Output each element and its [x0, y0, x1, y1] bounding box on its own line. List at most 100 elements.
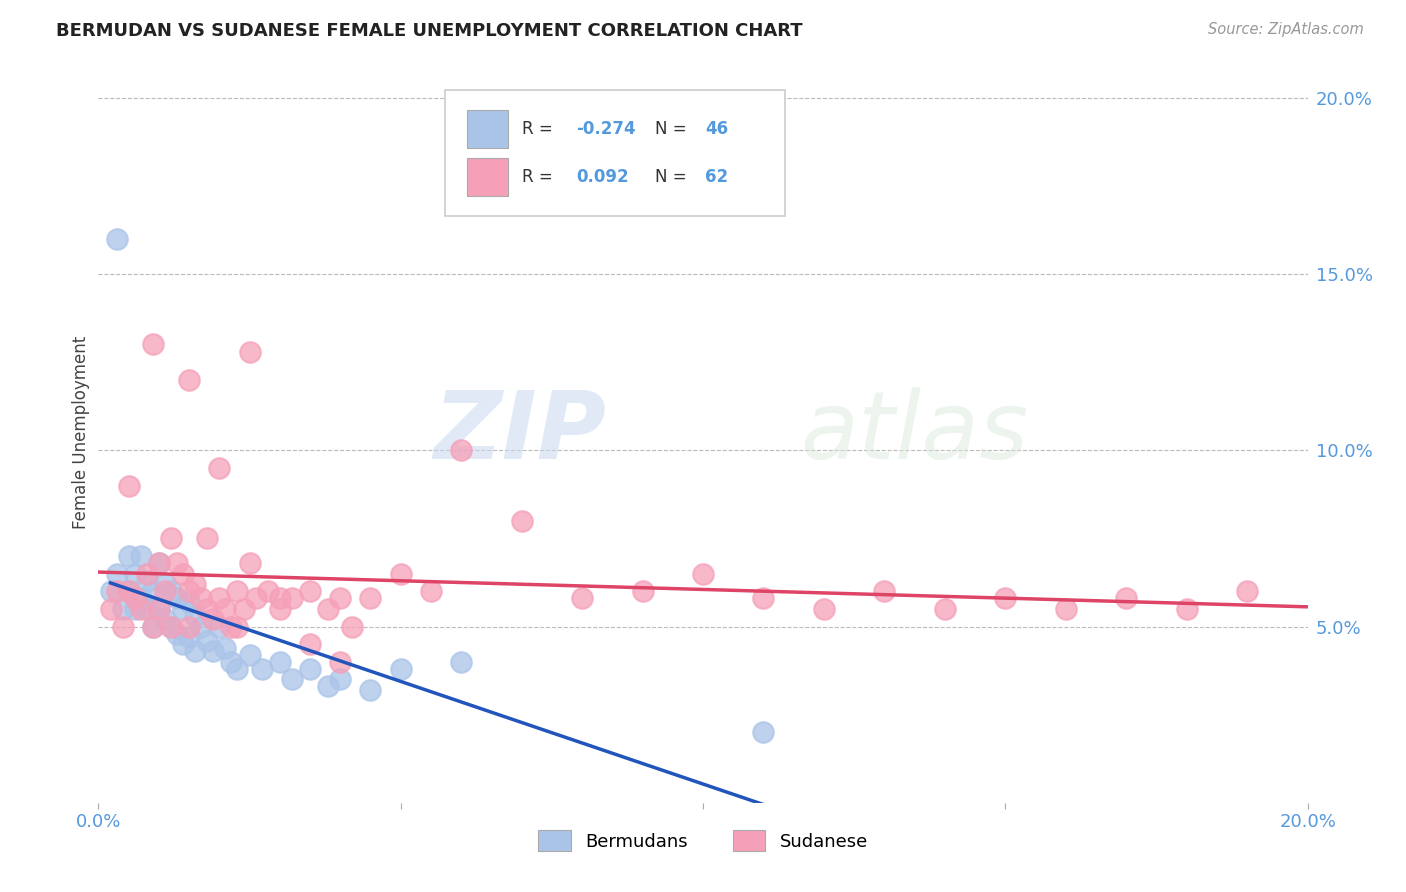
Text: 0.092: 0.092: [576, 169, 628, 186]
Point: [172, 566, 194, 581]
Point: [269, 655, 291, 669]
Point: [1175, 602, 1198, 616]
Point: [281, 591, 304, 606]
Point: [389, 662, 412, 676]
Point: [179, 630, 201, 644]
Point: [202, 612, 225, 626]
Point: [160, 619, 183, 633]
Point: [692, 566, 714, 581]
Point: [100, 602, 122, 616]
Point: [172, 637, 194, 651]
Point: [184, 609, 207, 624]
Point: [118, 549, 141, 563]
Point: [934, 602, 956, 616]
Point: [208, 461, 231, 475]
Point: [135, 566, 157, 581]
Point: [256, 584, 278, 599]
Point: [172, 602, 194, 616]
Point: [752, 725, 775, 739]
Point: [329, 655, 352, 669]
Point: [148, 602, 170, 616]
Text: -0.274: -0.274: [576, 120, 636, 138]
Point: [135, 602, 157, 616]
Point: [873, 584, 896, 599]
Point: [160, 532, 183, 546]
Point: [166, 556, 188, 570]
Text: 46: 46: [706, 120, 728, 138]
Point: [571, 591, 593, 606]
Point: [179, 373, 201, 387]
Point: [239, 648, 262, 662]
Point: [450, 655, 472, 669]
Point: [510, 514, 533, 528]
Point: [124, 566, 146, 581]
Point: [142, 619, 165, 633]
Text: N =: N =: [655, 169, 692, 186]
Text: R =: R =: [522, 169, 558, 186]
Text: Source: ZipAtlas.com: Source: ZipAtlas.com: [1208, 22, 1364, 37]
Text: 62: 62: [706, 169, 728, 186]
Point: [269, 602, 291, 616]
Point: [813, 602, 835, 616]
Point: [153, 612, 176, 626]
Point: [342, 619, 364, 633]
Point: [179, 584, 201, 599]
Point: [148, 602, 170, 616]
Point: [142, 337, 165, 351]
Point: [226, 584, 249, 599]
Point: [1115, 591, 1137, 606]
Point: [202, 644, 225, 658]
Point: [316, 680, 339, 694]
Point: [124, 591, 146, 606]
Point: [100, 584, 122, 599]
Point: [184, 577, 207, 591]
Point: [135, 574, 157, 588]
Point: [208, 591, 231, 606]
Point: [179, 619, 201, 633]
Point: [329, 591, 352, 606]
Point: [269, 591, 291, 606]
Point: [111, 619, 134, 633]
Point: [299, 584, 322, 599]
Point: [184, 644, 207, 658]
Point: [360, 683, 382, 698]
Point: [994, 591, 1017, 606]
Point: [316, 602, 339, 616]
Point: [450, 443, 472, 458]
Point: [420, 584, 443, 599]
Point: [245, 591, 267, 606]
Point: [250, 662, 273, 676]
Point: [142, 619, 165, 633]
Point: [129, 549, 152, 563]
Point: [1054, 602, 1077, 616]
Point: [631, 584, 654, 599]
Point: [148, 556, 170, 570]
Point: [360, 591, 382, 606]
Point: [281, 673, 304, 687]
Text: ZIP: ZIP: [433, 386, 606, 479]
Point: [195, 532, 218, 546]
Point: [226, 619, 249, 633]
Point: [142, 584, 165, 599]
Point: [160, 584, 183, 599]
Point: [190, 619, 212, 633]
Point: [329, 673, 352, 687]
Point: [195, 633, 218, 648]
Point: [752, 591, 775, 606]
Point: [239, 344, 262, 359]
Point: [148, 556, 170, 570]
Point: [179, 595, 201, 609]
Point: [118, 478, 141, 492]
FancyBboxPatch shape: [467, 110, 509, 148]
Point: [190, 591, 212, 606]
Point: [153, 577, 176, 591]
FancyBboxPatch shape: [446, 90, 785, 217]
Point: [239, 556, 262, 570]
Point: [232, 602, 254, 616]
Point: [105, 566, 128, 581]
Text: BERMUDAN VS SUDANESE FEMALE UNEMPLOYMENT CORRELATION CHART: BERMUDAN VS SUDANESE FEMALE UNEMPLOYMENT…: [56, 22, 803, 40]
Point: [111, 602, 134, 616]
Text: atlas: atlas: [800, 387, 1028, 478]
Text: N =: N =: [655, 120, 692, 138]
Point: [105, 584, 128, 599]
